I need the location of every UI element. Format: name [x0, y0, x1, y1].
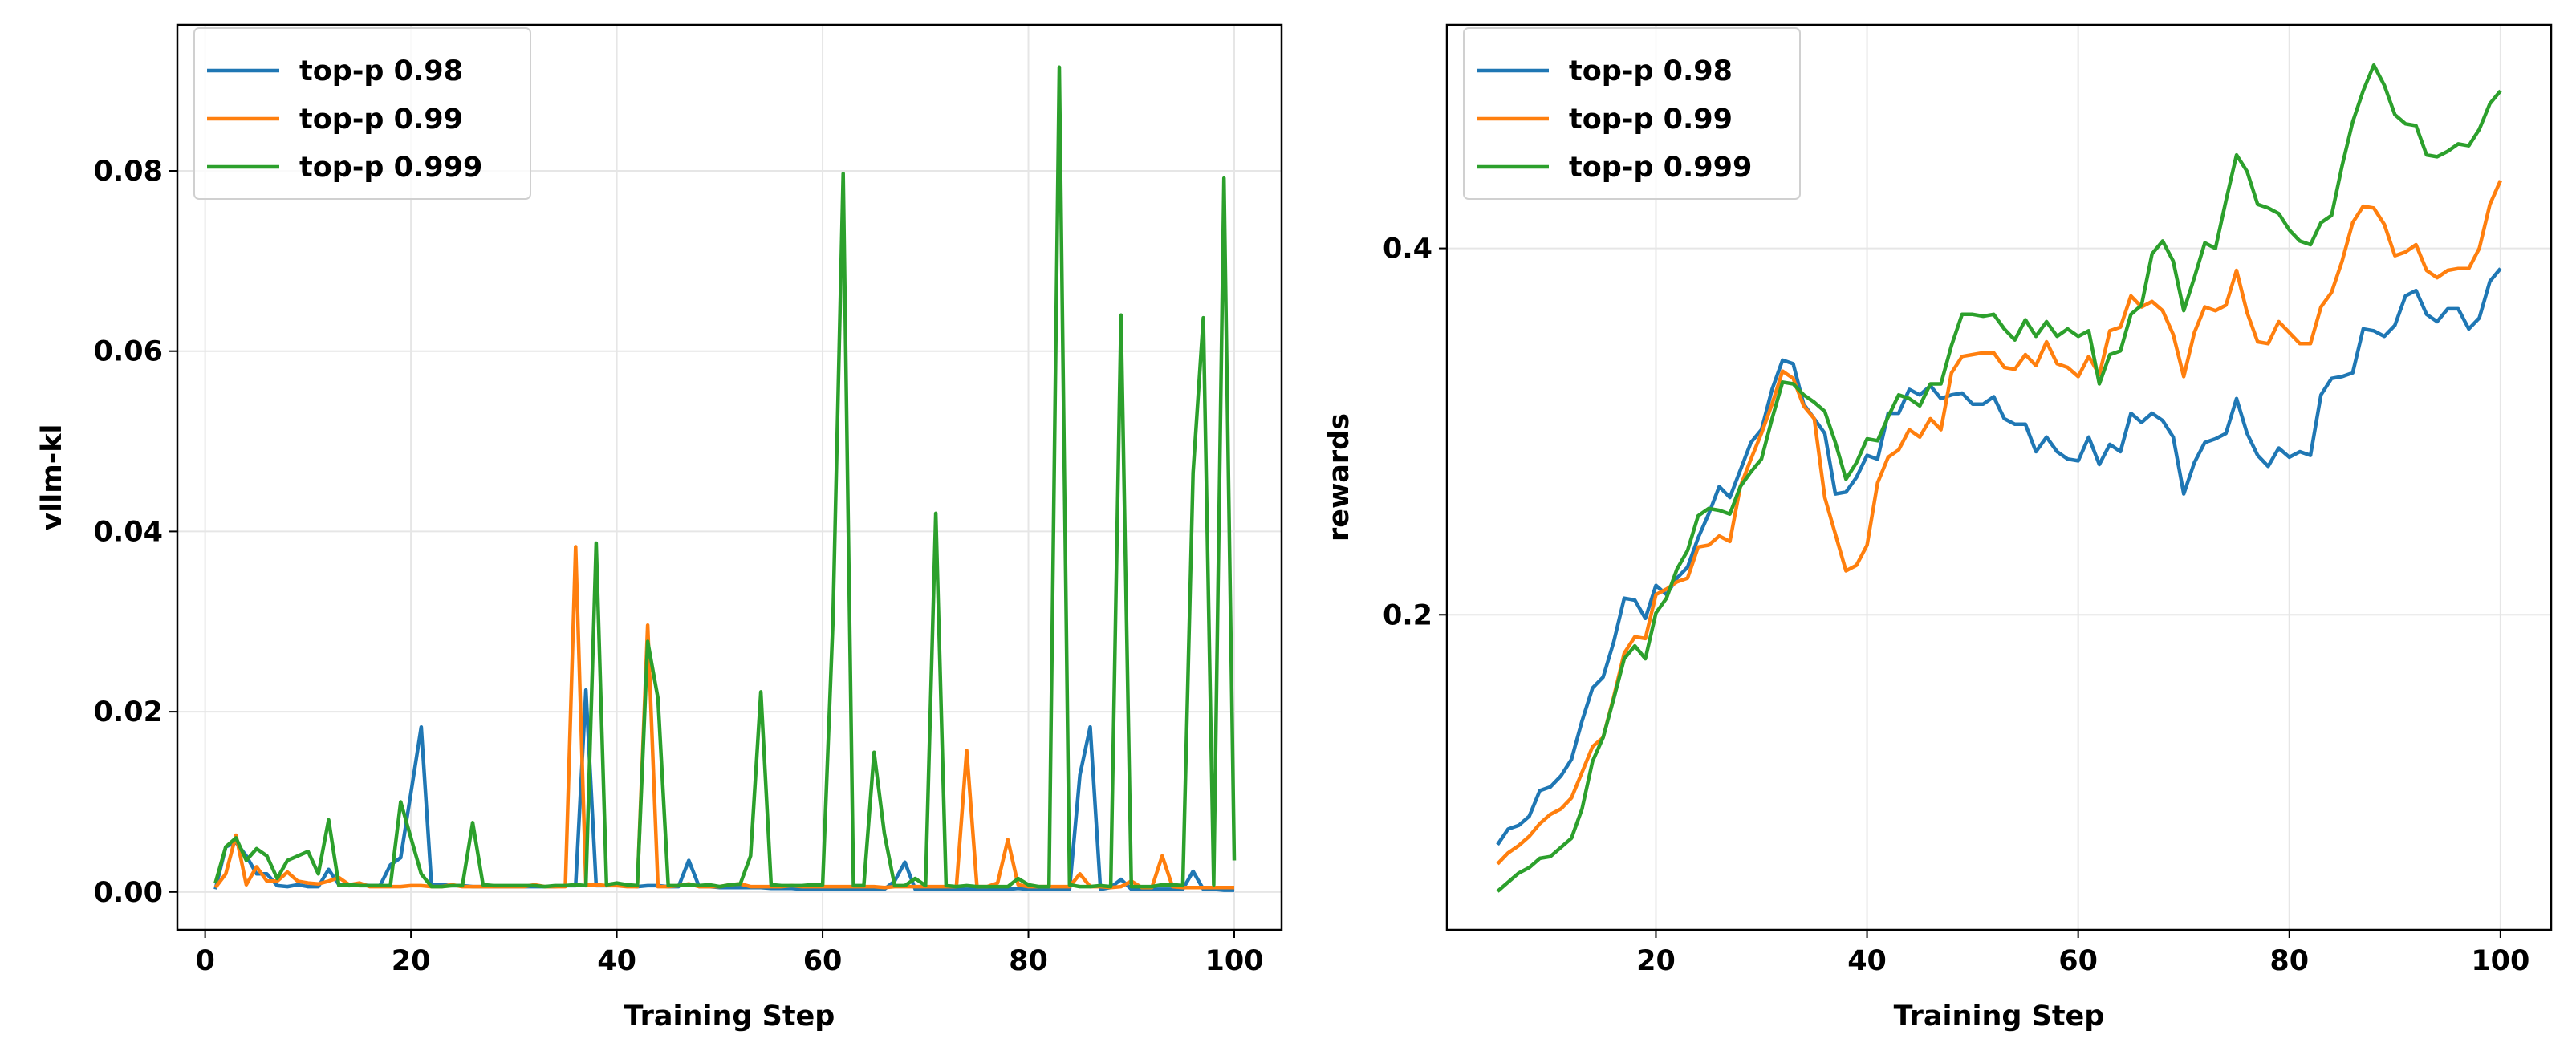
- y-tick-label: 0.06: [94, 336, 163, 368]
- rewards-chart: Training Step rewards 20 40 60 80 100 0.2 0.4 t…: [1323, 23, 2553, 1033]
- x-tick-label: 80: [2269, 945, 2309, 977]
- x-axis-label: Training Step: [624, 1000, 835, 1033]
- plot-frame: [1445, 23, 2553, 931]
- x-tick-label: 40: [597, 945, 636, 977]
- series-line-top-p-0-98: [213, 688, 1234, 892]
- legend-label: top-p 0.98: [299, 55, 463, 87]
- y-tick-label: 0.08: [94, 156, 163, 188]
- series-line-top-p-0-99: [213, 545, 1234, 890]
- legend-label: top-p 0.999: [299, 152, 482, 184]
- y-axis-label: vllm-kl: [36, 424, 68, 530]
- series-line-top-p-0-98: [1496, 267, 2502, 846]
- x-tick-label: 40: [1847, 945, 1887, 977]
- series-line-top-p-0-999: [1496, 63, 2502, 893]
- vllm-kl-chart: Training Step vllm-kl 0 20 40 60 80 100 0.00 0.…: [36, 23, 1283, 1033]
- x-tick-label: 20: [392, 945, 431, 977]
- legend-label: top-p 0.99: [299, 103, 463, 136]
- y-tick-label: 0.2: [1383, 599, 1432, 631]
- legend-label: top-p 0.99: [1569, 103, 1733, 136]
- series-line-top-p-0-99: [1496, 180, 2502, 866]
- x-tick-label: 60: [803, 945, 843, 977]
- legend: top-p 0.98 top-p 0.99 top-p 0.999: [1463, 27, 1801, 200]
- x-tick-label: 100: [1205, 945, 1263, 977]
- x-tick-label: 80: [1009, 945, 1048, 977]
- legend-label: top-p 0.98: [1569, 55, 1733, 87]
- y-tick-label: 0.4: [1383, 233, 1432, 266]
- legend-label: top-p 0.999: [1569, 152, 1752, 184]
- y-tick-label: 0.00: [94, 877, 163, 909]
- y-axis-label: rewards: [1323, 413, 1355, 542]
- y-tick-label: 0.04: [94, 516, 163, 548]
- legend: top-p 0.98 top-p 0.99 top-p 0.999: [193, 27, 531, 200]
- x-tick-label: 0: [195, 945, 214, 977]
- x-tick-label: 60: [2058, 945, 2098, 977]
- y-tick-label: 0.02: [94, 696, 163, 728]
- x-tick-label: 20: [1636, 945, 1676, 977]
- plot-frame: [176, 23, 1283, 931]
- x-axis-label: Training Step: [1894, 1000, 2105, 1033]
- x-tick-label: 100: [2471, 945, 2529, 977]
- series-line-top-p-0-999: [213, 65, 1237, 889]
